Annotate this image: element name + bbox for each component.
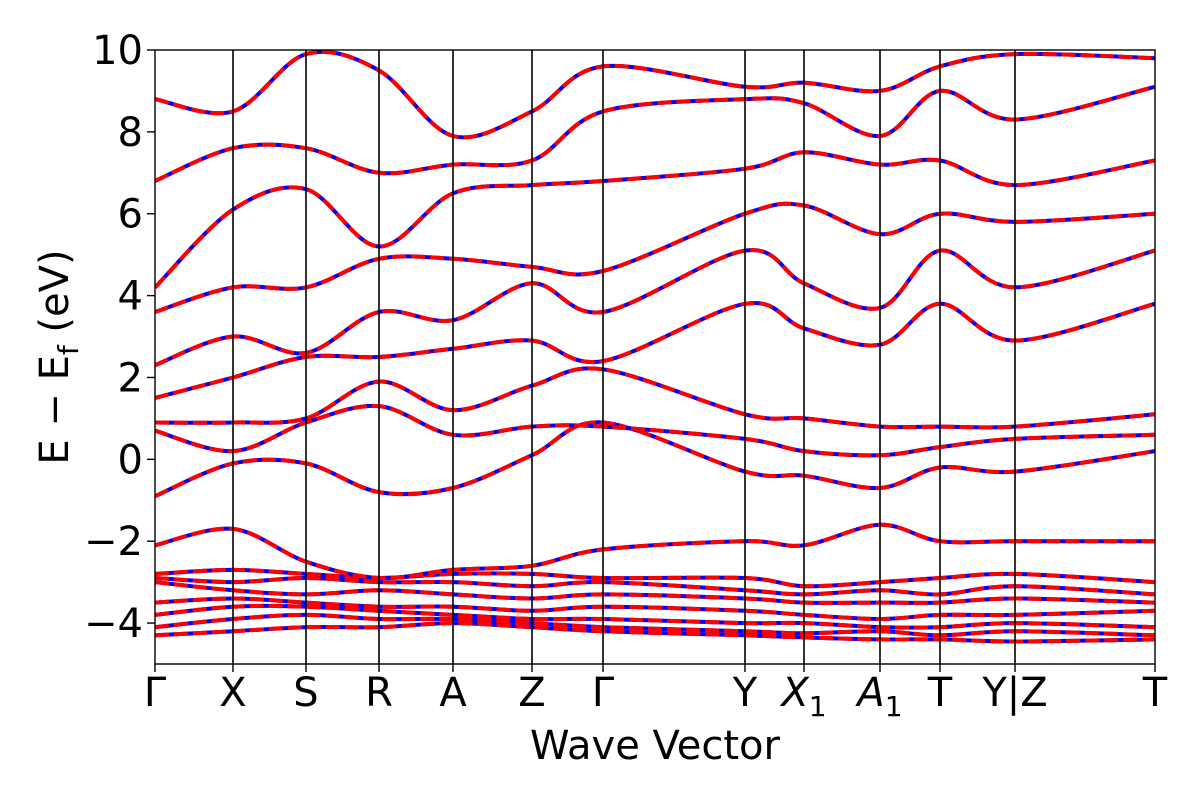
y-axis-label-tail: (eV)	[32, 249, 78, 345]
band-line-red	[155, 201, 1155, 314]
band-line-blue	[155, 366, 1155, 430]
y-axis-label-sub: f	[52, 344, 85, 355]
x-tick-label: X	[219, 670, 246, 716]
band-line-red	[155, 576, 1155, 597]
x-tick-label-main: Z	[518, 670, 545, 716]
x-tick-label: X1	[779, 670, 826, 723]
x-tick-label-main: Γ	[144, 670, 167, 716]
band-line-red	[155, 366, 1155, 430]
x-axis-label: Wave Vector	[530, 723, 781, 769]
x-tick-label: T	[1142, 670, 1168, 716]
x-tick-label: Γ	[144, 670, 167, 716]
band-line-red	[155, 596, 1155, 621]
x-tick-label: Γ	[592, 670, 615, 716]
y-tick-label: 2	[118, 355, 143, 401]
band-line-red	[155, 300, 1155, 400]
x-tick-label-main: R	[365, 670, 393, 716]
x-tick-label: T	[927, 670, 953, 716]
y-tick-label: 0	[118, 437, 143, 483]
x-tick-label-main: Y|Z	[981, 670, 1047, 716]
plot-frame	[154, 49, 1156, 665]
band-line-red	[155, 621, 1155, 644]
y-tick-label: −2	[84, 519, 143, 565]
x-tick-label: Y	[732, 670, 758, 716]
band-line-blue	[155, 420, 1155, 499]
band-line-blue	[155, 248, 1155, 368]
y-axis-label-main: E − E	[32, 355, 78, 465]
bands-layer	[155, 50, 1155, 644]
band-line-red	[155, 522, 1155, 581]
y-tick-label: 8	[118, 110, 143, 156]
band-line-red	[155, 403, 1155, 458]
kpoint-lines-layer	[232, 50, 1016, 664]
x-tick-label-main: T	[1142, 670, 1168, 716]
x-tick-label-main: X	[779, 670, 810, 716]
band-line-red	[155, 580, 1155, 605]
x-tick-label-main: A	[854, 670, 884, 716]
x-tick-label: S	[293, 670, 318, 716]
x-tick-label-main: Γ	[592, 670, 615, 716]
band-line-red	[155, 420, 1155, 499]
y-tick-label: 10	[92, 28, 143, 74]
x-tick-label: A	[439, 670, 467, 716]
x-tick-label-main: A	[439, 670, 467, 716]
band-line-red	[155, 603, 1155, 630]
x-tick-label-main: T	[927, 670, 953, 716]
x-tick-label-main: X	[219, 670, 246, 716]
y-tick-label: −4	[84, 601, 143, 647]
band-line-blue	[155, 522, 1155, 581]
x-tick-label: R	[365, 670, 393, 716]
x-tick-label: Y|Z	[981, 670, 1047, 716]
band-line-red	[155, 567, 1155, 589]
band-line-red	[155, 248, 1155, 368]
band-line-red	[155, 50, 1155, 140]
y-axis-label: E − Ef (eV)	[32, 249, 85, 464]
band-line-blue	[155, 84, 1155, 183]
x-axis: Γ X S R A Z Γ Y X1 A1 T Y|Z T	[144, 664, 1168, 723]
x-tick-label: A1	[854, 670, 902, 723]
band-line-red	[155, 84, 1155, 183]
band-line-blue	[155, 50, 1155, 140]
x-tick-label-main: S	[293, 670, 318, 716]
y-axis: −4 −2 0 2 4 6 8 10	[84, 28, 155, 647]
x-tick-label-main: Y	[732, 670, 758, 716]
x-tick-label: Z	[518, 670, 545, 716]
y-tick-label: 4	[118, 274, 143, 320]
y-tick-label: 6	[118, 192, 143, 238]
band-line-red	[155, 612, 1155, 638]
x-tick-label-sub: 1	[809, 690, 827, 723]
x-tick-label-sub: 1	[885, 690, 903, 723]
